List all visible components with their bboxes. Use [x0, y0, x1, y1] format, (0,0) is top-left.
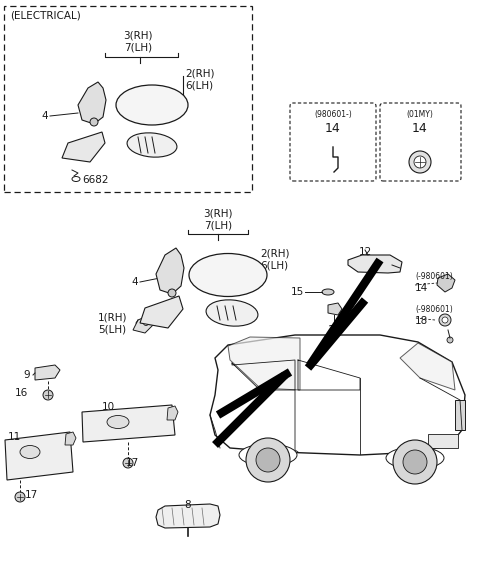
Text: 7(LH): 7(LH)	[204, 220, 232, 230]
Circle shape	[409, 151, 431, 173]
Ellipse shape	[386, 447, 444, 469]
Polygon shape	[400, 343, 455, 390]
Ellipse shape	[239, 444, 297, 466]
Ellipse shape	[189, 253, 267, 297]
Text: 9: 9	[24, 370, 30, 380]
Polygon shape	[228, 337, 300, 390]
Bar	[428, 434, 458, 448]
Polygon shape	[437, 274, 455, 292]
Text: 17: 17	[125, 458, 139, 468]
Text: 2(RH): 2(RH)	[185, 68, 215, 78]
Circle shape	[168, 289, 176, 297]
Polygon shape	[455, 400, 465, 430]
Polygon shape	[348, 255, 402, 273]
Polygon shape	[133, 314, 156, 333]
Polygon shape	[78, 82, 106, 124]
Text: 16: 16	[15, 388, 28, 398]
Text: 6(LH): 6(LH)	[260, 260, 288, 270]
Circle shape	[447, 337, 453, 343]
Text: 8: 8	[185, 500, 192, 510]
Polygon shape	[156, 504, 220, 528]
Circle shape	[123, 458, 133, 468]
Text: 3(RH): 3(RH)	[203, 208, 233, 218]
Ellipse shape	[107, 416, 129, 429]
Ellipse shape	[206, 300, 258, 326]
Ellipse shape	[72, 176, 80, 181]
Text: 12: 12	[359, 247, 372, 257]
Text: 4: 4	[132, 277, 138, 287]
Polygon shape	[62, 132, 105, 162]
Circle shape	[90, 118, 98, 126]
Circle shape	[246, 438, 290, 482]
Text: 13: 13	[327, 325, 341, 335]
Text: (-980601): (-980601)	[415, 272, 453, 281]
Text: 1(RH): 1(RH)	[98, 313, 128, 323]
Polygon shape	[328, 303, 342, 315]
Ellipse shape	[127, 133, 177, 157]
Polygon shape	[156, 248, 184, 294]
Polygon shape	[210, 335, 465, 455]
Text: 10: 10	[101, 402, 115, 412]
Text: 6(LH): 6(LH)	[185, 80, 213, 90]
Circle shape	[414, 156, 426, 168]
Polygon shape	[65, 432, 76, 445]
Ellipse shape	[116, 85, 188, 125]
Text: 6682: 6682	[82, 175, 108, 185]
Polygon shape	[167, 406, 178, 420]
Text: 3(RH): 3(RH)	[123, 30, 153, 40]
FancyBboxPatch shape	[290, 103, 376, 181]
Circle shape	[393, 440, 437, 484]
Circle shape	[43, 390, 53, 400]
Bar	[4, 6, 252, 192]
Text: 11: 11	[8, 432, 21, 442]
Text: (01MY): (01MY)	[407, 110, 433, 119]
FancyBboxPatch shape	[380, 103, 461, 181]
Circle shape	[439, 314, 451, 326]
Polygon shape	[140, 296, 183, 328]
Text: 14: 14	[412, 122, 428, 135]
Polygon shape	[5, 432, 73, 480]
Circle shape	[442, 317, 448, 323]
Ellipse shape	[20, 446, 40, 459]
Circle shape	[144, 320, 148, 325]
Text: (ELECTRICAL): (ELECTRICAL)	[10, 10, 81, 20]
Circle shape	[256, 448, 280, 472]
Text: 14: 14	[415, 283, 428, 293]
Text: (980601-): (980601-)	[314, 110, 352, 119]
Text: 17: 17	[25, 490, 38, 500]
Polygon shape	[82, 405, 175, 442]
Circle shape	[403, 450, 427, 474]
Text: 18: 18	[415, 316, 428, 326]
Text: 2(RH): 2(RH)	[260, 248, 289, 258]
Text: 14: 14	[325, 122, 341, 135]
Text: 4: 4	[41, 111, 48, 121]
Text: 5(LH): 5(LH)	[98, 325, 126, 335]
Circle shape	[15, 492, 25, 502]
Text: (-980601): (-980601)	[415, 305, 453, 314]
Ellipse shape	[322, 289, 334, 295]
Polygon shape	[35, 365, 60, 380]
Text: 15: 15	[291, 287, 304, 297]
Text: 7(LH): 7(LH)	[124, 42, 152, 52]
